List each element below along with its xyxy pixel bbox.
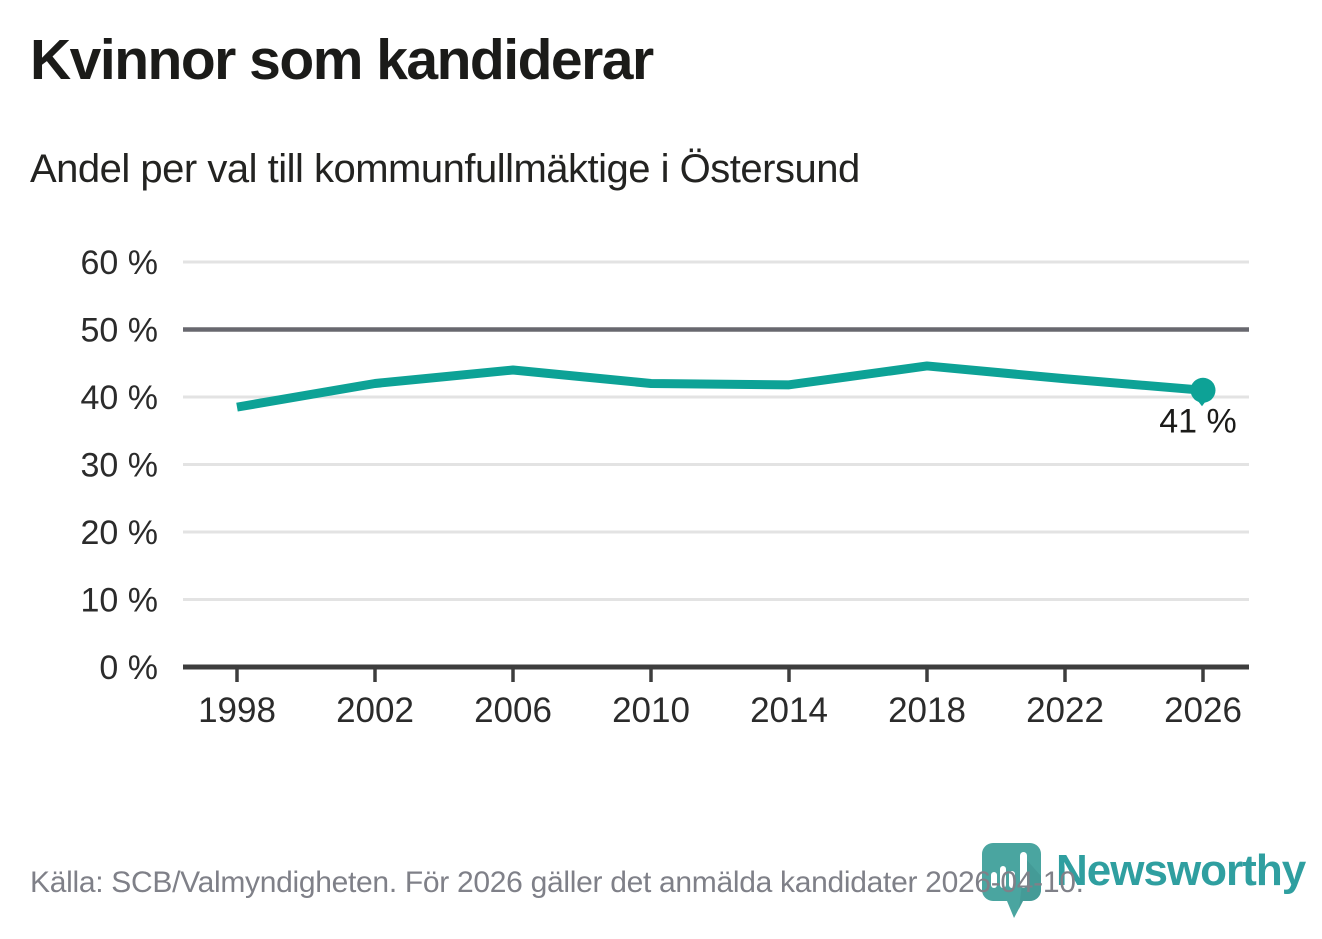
x-tick-label: 2018	[888, 691, 966, 730]
newsworthy-wordmark: Newsworthy	[1056, 846, 1306, 895]
x-tick-label: 2014	[750, 691, 828, 730]
line-chart: 0 % 10 % 20 % 30 % 40 % 50 % 60 % 1998 2002 2006 2…	[81, 244, 1249, 730]
data-line	[236, 361, 1204, 412]
x-tick-label: 2022	[1026, 691, 1104, 730]
y-tick-label: 40 %	[81, 379, 159, 417]
newsworthy-pin-icon	[982, 843, 1041, 918]
x-tick-label: 2002	[336, 691, 414, 730]
y-tick-label: 0 %	[99, 649, 158, 687]
y-tick-label: 20 %	[81, 514, 159, 552]
x-tick-label: 2010	[612, 691, 690, 730]
y-tick-label: 10 %	[81, 582, 159, 620]
y-tick-label: 30 %	[81, 447, 159, 485]
y-tick-label: 60 %	[81, 244, 159, 282]
x-tick-label: 1998	[198, 691, 276, 730]
newsworthy-logo: Newsworthy	[981, 842, 1306, 920]
chart-title: Kvinnor som kandiderar	[30, 28, 654, 92]
x-tick-label: 2006	[474, 691, 552, 730]
x-tick-label: 2026	[1164, 691, 1242, 730]
y-tick-label: 50 %	[81, 312, 159, 350]
end-point-label: 41 %	[1159, 402, 1237, 440]
chart-subtitle: Andel per val till kommunfullmäktige i Ö…	[30, 147, 860, 191]
end-point-dot	[1190, 377, 1216, 403]
source-note: Källa: SCB/Valmyndigheten. För 2026 gäll…	[30, 866, 1084, 899]
